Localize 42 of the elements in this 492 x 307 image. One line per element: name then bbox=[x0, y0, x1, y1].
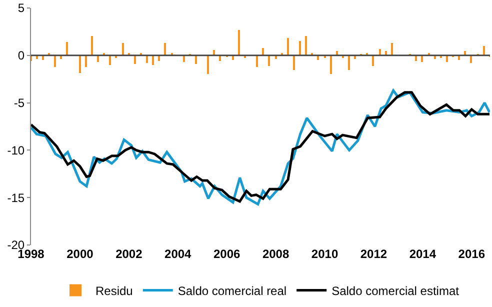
x-tick-label: 2010 bbox=[311, 247, 338, 261]
bar bbox=[85, 55, 87, 67]
bar bbox=[207, 55, 209, 74]
y-tick-label: -5 bbox=[14, 96, 25, 110]
bar bbox=[379, 49, 381, 55]
bar bbox=[391, 43, 393, 55]
bar bbox=[483, 46, 485, 55]
y-tick-label: 0 bbox=[18, 48, 25, 63]
bar bbox=[256, 55, 258, 67]
bar bbox=[79, 55, 81, 73]
x-tick-label: 2004 bbox=[164, 247, 192, 261]
bar bbox=[164, 43, 166, 55]
x-tick-label: 2014 bbox=[409, 247, 436, 261]
x-tick-label: 2012 bbox=[360, 247, 388, 261]
bar bbox=[66, 42, 68, 55]
legend-label: Residu bbox=[96, 284, 133, 298]
bar bbox=[372, 55, 374, 66]
bar bbox=[268, 55, 270, 66]
bar bbox=[330, 55, 332, 74]
legend-label: Saldo comercial estimat bbox=[332, 284, 460, 298]
bar bbox=[299, 41, 301, 55]
y-tick-label: -15 bbox=[7, 190, 25, 205]
bar bbox=[122, 43, 124, 55]
bar bbox=[287, 38, 289, 55]
x-tick-label: 2000 bbox=[66, 247, 94, 261]
x-tick-label: 2016 bbox=[458, 247, 486, 261]
x-tick-label: 2006 bbox=[213, 247, 241, 261]
bar bbox=[305, 36, 307, 55]
y-tick-label: -10 bbox=[7, 143, 25, 158]
legend-label: Saldo comercial real bbox=[178, 284, 287, 298]
bar bbox=[213, 50, 215, 55]
x-tick-label: 2008 bbox=[262, 247, 290, 261]
bar bbox=[238, 30, 240, 55]
bar bbox=[109, 55, 111, 65]
x-tick-label: 2002 bbox=[116, 247, 143, 261]
bar bbox=[262, 48, 264, 55]
y-tick-label: 5 bbox=[18, 1, 25, 16]
bar bbox=[293, 55, 295, 70]
bar bbox=[91, 36, 93, 55]
bar bbox=[152, 55, 154, 65]
bar bbox=[54, 55, 56, 67]
bar bbox=[348, 55, 350, 70]
